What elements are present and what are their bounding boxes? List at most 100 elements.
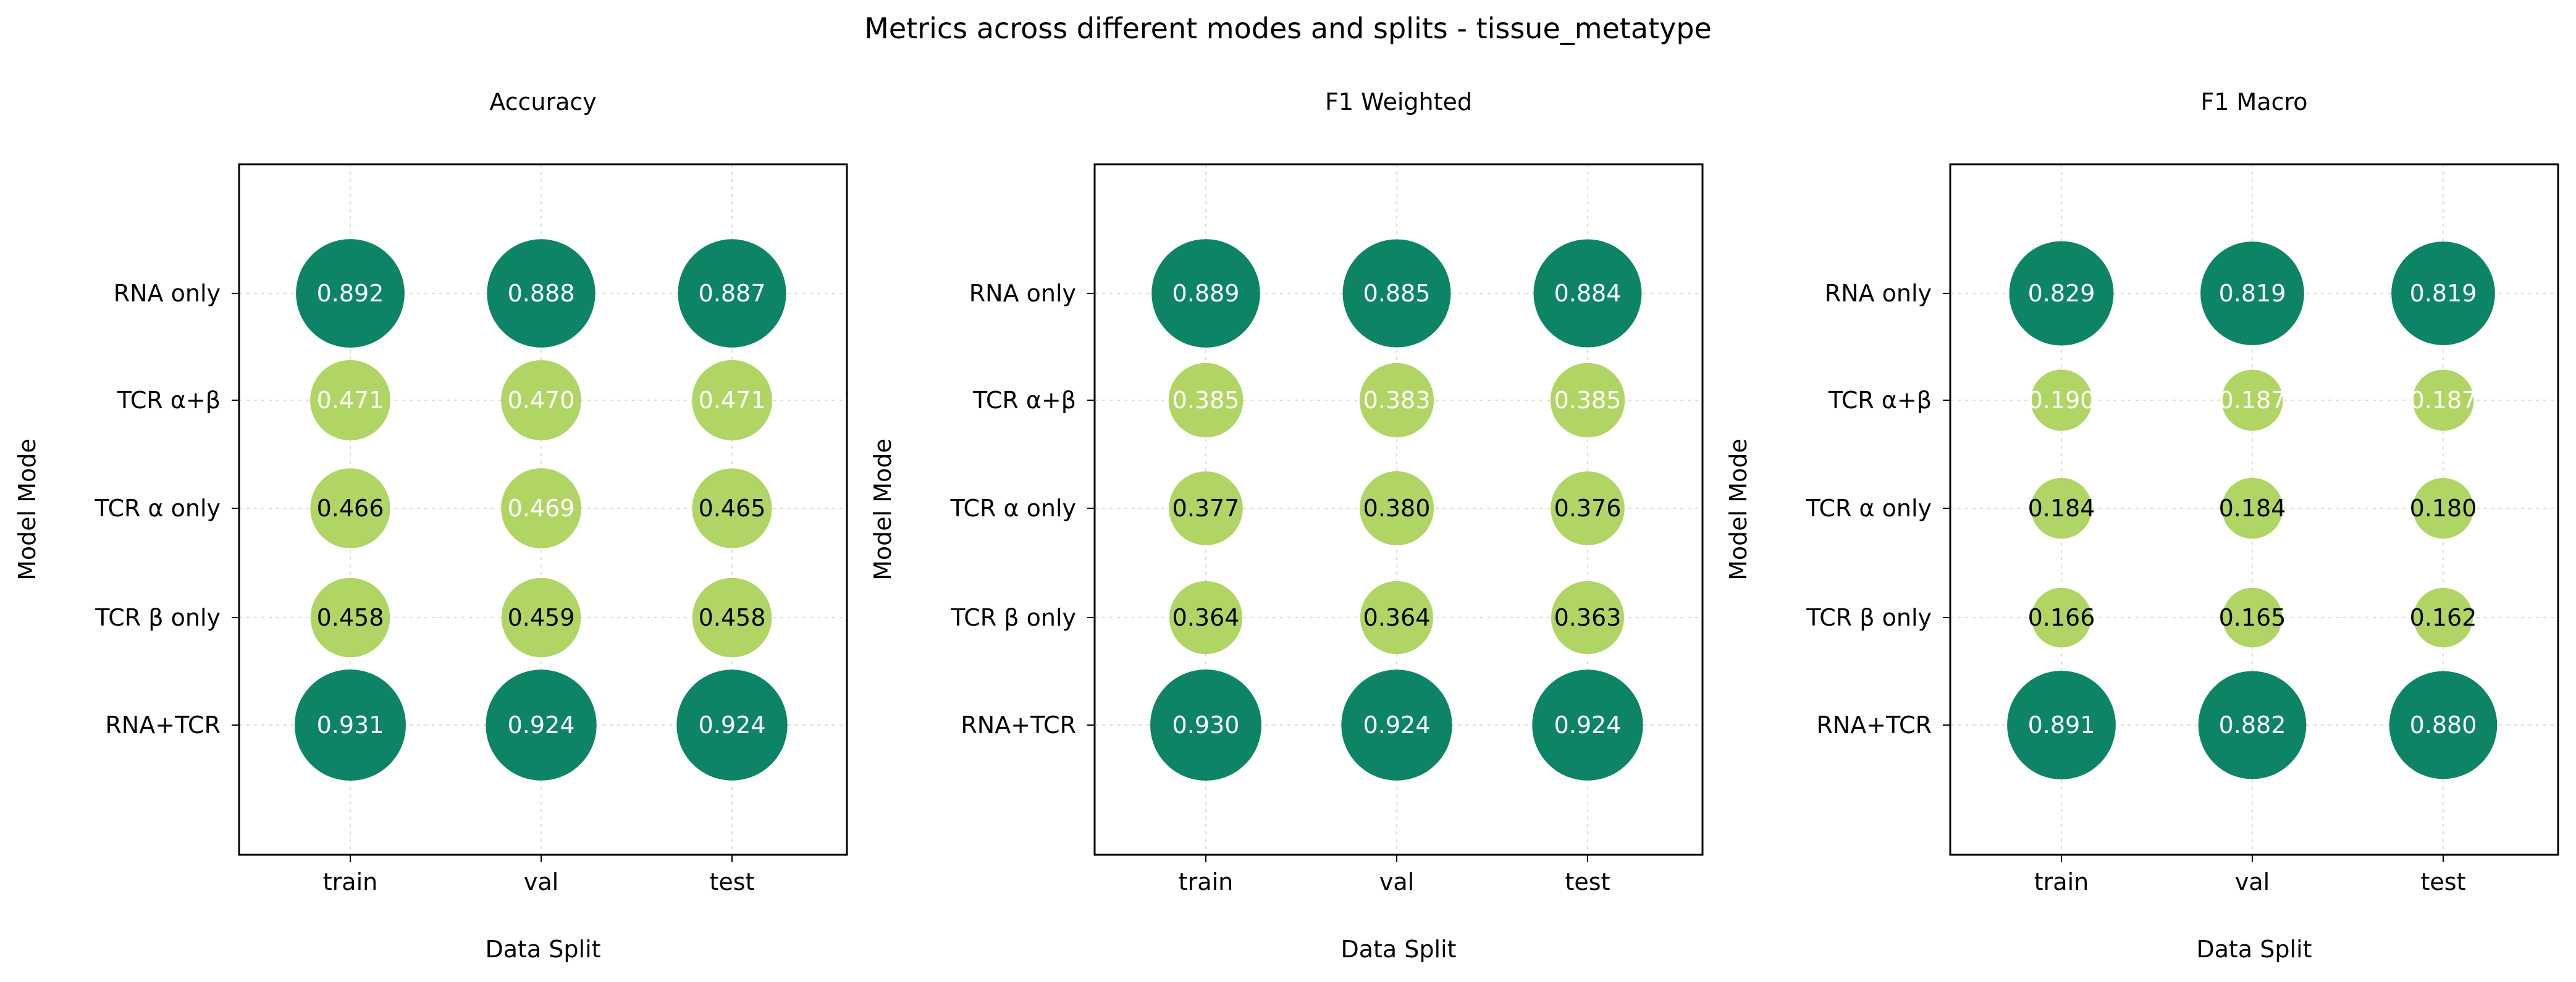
- data-label: 0.924: [1363, 711, 1431, 739]
- data-point: [2198, 671, 2307, 779]
- data-label: 0.383: [1363, 387, 1431, 414]
- y-axis-label: Model Mode: [869, 439, 896, 581]
- y-tick-label: RNA+TCR: [105, 711, 221, 739]
- data-label: 0.885: [1363, 280, 1431, 307]
- data-label: 0.884: [1554, 280, 1622, 307]
- y-axis-label: Model Mode: [14, 439, 41, 581]
- chart-title: F1 Macro: [2200, 88, 2307, 115]
- data-label: 0.470: [508, 387, 575, 414]
- data-label: 0.385: [1554, 387, 1622, 414]
- data-point: [310, 577, 390, 658]
- data-point: [296, 239, 405, 348]
- data-point: [1341, 669, 1452, 781]
- data-point: [2031, 477, 2092, 539]
- data-label: 0.889: [1172, 280, 1240, 307]
- data-point: [692, 577, 772, 658]
- y-tick-label: RNA only: [114, 280, 221, 307]
- data-point: [2221, 477, 2283, 539]
- data-point: [1359, 363, 1434, 438]
- data-label: 0.829: [2028, 280, 2095, 307]
- data-point: [1169, 471, 1243, 545]
- x-tick-label: train: [323, 868, 377, 896]
- data-point: [1150, 669, 1261, 781]
- data-point: [1532, 669, 1643, 781]
- data-label: 0.166: [2028, 604, 2095, 631]
- y-axis-label: Model Mode: [1725, 439, 1752, 581]
- y-tick-label: TCR β only: [95, 604, 221, 631]
- data-label: 0.385: [1172, 387, 1240, 414]
- data-label: 0.184: [2219, 495, 2286, 522]
- plot-frame: [238, 163, 848, 856]
- y-tick-label: TCR α only: [949, 495, 1076, 522]
- data-point: [501, 360, 581, 440]
- x-axis-label: Data Split: [2196, 936, 2312, 963]
- x-tick-label: train: [2034, 868, 2089, 896]
- data-point: [1550, 363, 1625, 438]
- data-point: [1169, 581, 1243, 655]
- data-label: 0.880: [2410, 711, 2477, 739]
- data-point: [676, 669, 788, 781]
- x-tick-label: test: [710, 868, 755, 896]
- data-label: 0.180: [2410, 495, 2477, 522]
- data-point: [1360, 581, 1434, 655]
- data-point: [2412, 477, 2474, 539]
- data-label: 0.882: [2219, 711, 2286, 739]
- data-label: 0.888: [508, 280, 575, 307]
- data-point: [692, 468, 772, 548]
- data-point: [2222, 587, 2283, 648]
- data-label: 0.187: [2219, 387, 2286, 414]
- chart-panel: F1 Macro 0.829 0.819 0.819 0.190 0.187 0.187 0.…: [1725, 88, 2559, 963]
- plot-frame: [1093, 163, 1704, 856]
- data-point: [1533, 239, 1642, 348]
- data-label: 0.190: [2028, 387, 2095, 414]
- data-label: 0.471: [699, 387, 766, 414]
- data-label: 0.930: [1172, 711, 1240, 739]
- x-axis-label: Data Split: [1341, 936, 1456, 963]
- data-label: 0.931: [317, 711, 384, 739]
- data-label: 0.465: [699, 495, 766, 522]
- data-point: [1342, 239, 1451, 348]
- data-point: [2031, 369, 2092, 431]
- data-point: [2009, 241, 2114, 346]
- data-label: 0.459: [508, 604, 575, 631]
- x-tick-label: val: [2235, 868, 2270, 896]
- data-label: 0.458: [317, 604, 384, 631]
- chart-panels: Accuracy 0.892 0.888 0.887 0.471 0.470 0.471 0.…: [14, 88, 2559, 963]
- data-label: 0.364: [1172, 604, 1240, 631]
- data-label: 0.469: [508, 495, 575, 522]
- data-label: 0.363: [1554, 604, 1622, 631]
- x-axis-label: Data Split: [485, 936, 600, 963]
- data-point: [1551, 581, 1625, 655]
- data-label: 0.924: [1554, 711, 1622, 739]
- data-label: 0.165: [2219, 604, 2286, 631]
- data-label: 0.471: [317, 387, 384, 414]
- data-point: [2031, 587, 2092, 648]
- y-tick-label: TCR β only: [950, 604, 1076, 631]
- chart-panel: F1 Weighted 0.889 0.885 0.884 0.385 0.383 0.38…: [869, 88, 1704, 963]
- data-label: 0.892: [317, 280, 384, 307]
- data-point: [1360, 471, 1434, 545]
- data-point: [2389, 671, 2498, 779]
- data-point: [2200, 241, 2304, 345]
- data-point: [2412, 369, 2474, 431]
- y-tick-label: RNA only: [1825, 280, 1932, 307]
- data-point: [2221, 369, 2283, 431]
- data-label: 0.377: [1172, 495, 1240, 522]
- x-tick-label: test: [2421, 868, 2466, 896]
- y-tick-label: RNA only: [969, 280, 1076, 307]
- data-point: [1551, 471, 1625, 545]
- data-point: [692, 360, 772, 440]
- data-label: 0.458: [699, 604, 766, 631]
- data-label: 0.891: [2028, 711, 2095, 739]
- data-label: 0.364: [1363, 604, 1431, 631]
- data-point: [310, 360, 390, 440]
- y-tick-label: TCR α only: [1805, 495, 1932, 522]
- data-point: [501, 577, 581, 658]
- data-label: 0.162: [2410, 604, 2477, 631]
- data-label: 0.924: [508, 711, 575, 739]
- chart-title: F1 Weighted: [1325, 88, 1472, 115]
- data-point: [2391, 241, 2495, 345]
- chart-panel: Accuracy 0.892 0.888 0.887 0.471 0.470 0.471 0.…: [14, 88, 848, 963]
- data-label: 0.184: [2028, 495, 2095, 522]
- x-tick-label: train: [1179, 868, 1233, 896]
